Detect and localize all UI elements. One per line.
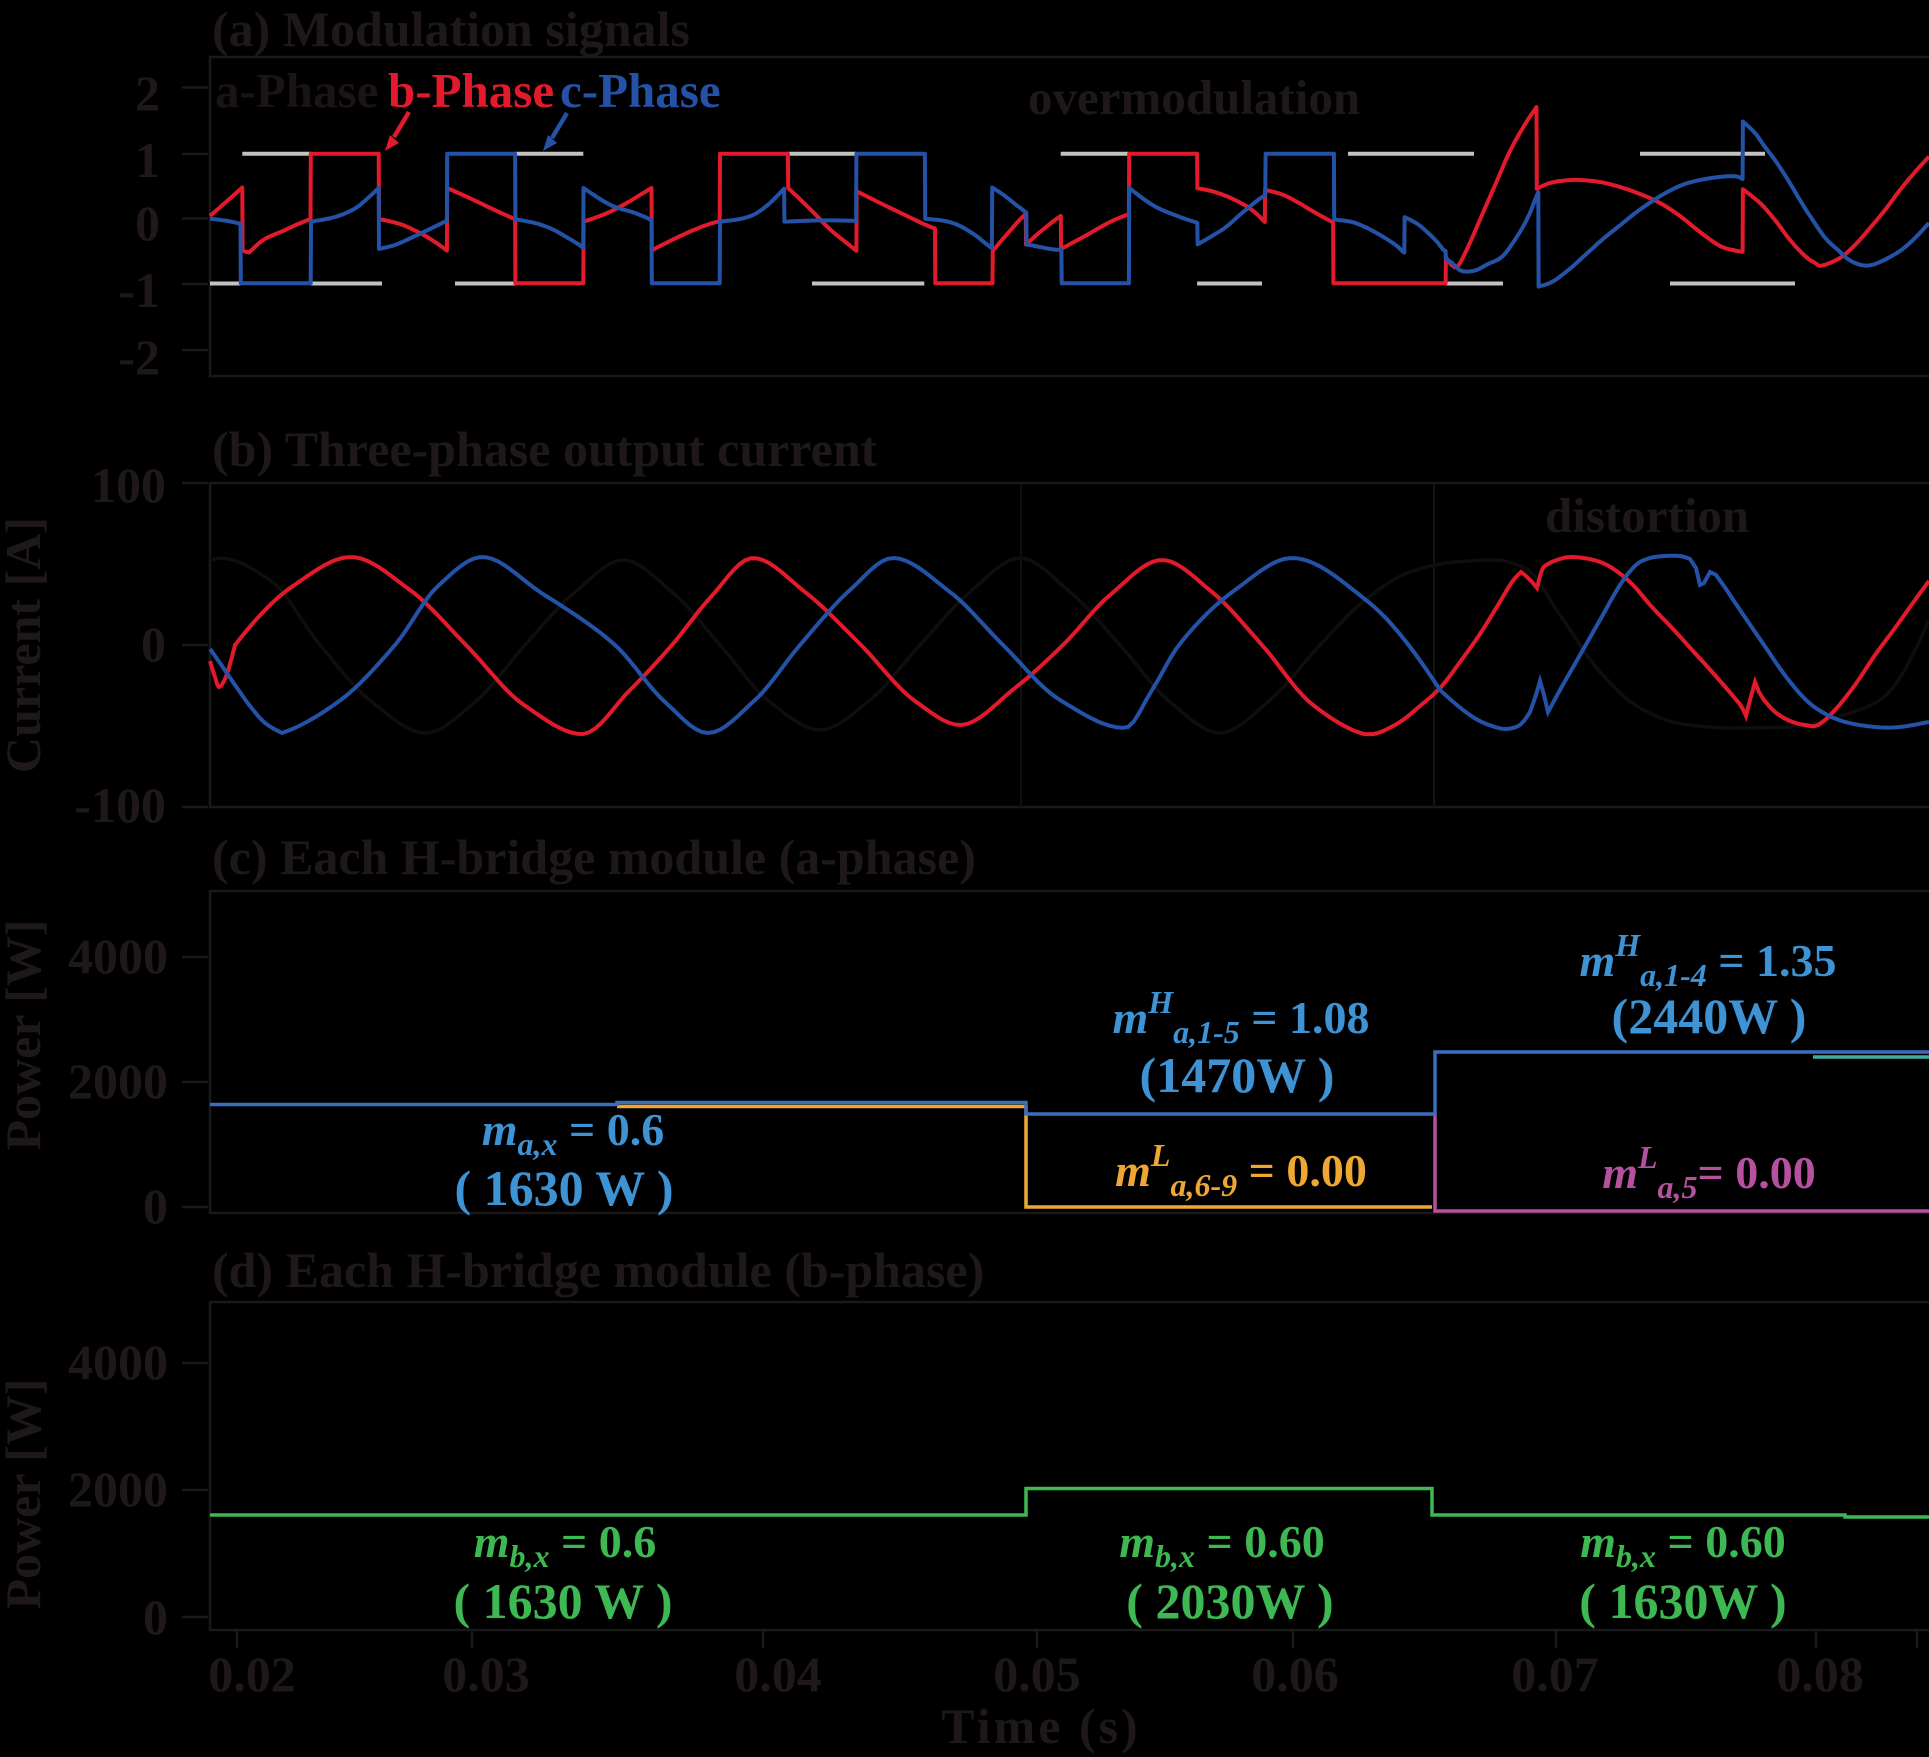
svg-text:mb,x = 0.6: mb,x = 0.6 [474,1516,657,1574]
svg-text:0: 0 [143,1589,168,1645]
svg-text:-2: -2 [118,329,160,385]
svg-text:mb,x = 0.60: mb,x = 0.60 [1580,1516,1786,1574]
svg-text:c-Phase: c-Phase [560,63,721,118]
svg-text:mHa,1-4 = 1.35: mHa,1-4 = 1.35 [1579,927,1836,993]
svg-text:0.07: 0.07 [1511,1646,1599,1702]
svg-text:b-Phase: b-Phase [388,63,554,118]
svg-text:-1: -1 [118,262,160,318]
svg-text:4000: 4000 [68,1334,168,1390]
svg-text:mLa,6-9 = 0.00: mLa,6-9 = 0.00 [1115,1137,1367,1203]
svg-text:0.02: 0.02 [208,1646,296,1702]
svg-text:(d) Each H-bridge module (b-ph: (d) Each H-bridge module (b-phase) [212,1242,984,1298]
svg-text:( 1630W ): ( 1630W ) [1579,1573,1786,1629]
svg-text:0.06: 0.06 [1251,1646,1339,1702]
svg-text:1: 1 [135,132,160,188]
svg-text:(c) Each H-bridge module (a-ph: (c) Each H-bridge module (a-phase) [212,829,976,885]
svg-text:a-Phase: a-Phase [215,63,378,118]
svg-text:overmodulation: overmodulation [1028,70,1360,125]
svg-text:100: 100 [91,457,166,513]
svg-text:2000: 2000 [68,1461,168,1517]
svg-text:0.04: 0.04 [734,1646,822,1702]
svg-text:Power [W]: Power [W] [0,1379,51,1610]
svg-text:( 1630 W ): ( 1630 W ) [454,1573,673,1629]
svg-text:4000: 4000 [68,928,168,984]
svg-text:Power [W]: Power [W] [0,920,51,1151]
svg-text:2000: 2000 [68,1053,168,1109]
svg-text:(b) Three-phase output current: (b) Three-phase output current [212,421,878,477]
svg-text:0: 0 [141,616,166,672]
svg-text:( 1630 W ): ( 1630 W ) [455,1160,674,1216]
svg-text:mLa,5= 0.00: mLa,5= 0.00 [1602,1139,1816,1205]
svg-text:mHa,1-5 = 1.08: mHa,1-5 = 1.08 [1112,984,1369,1050]
svg-text:( 2030W ): ( 2030W ) [1126,1573,1333,1629]
svg-text:0.05: 0.05 [993,1646,1081,1702]
svg-text:0.08: 0.08 [1776,1646,1864,1702]
svg-text:distortion: distortion [1545,488,1749,543]
svg-text:0.03: 0.03 [442,1646,530,1702]
svg-text:Current [A]: Current [A] [0,517,51,773]
svg-text:0: 0 [135,195,160,251]
svg-text:mb,x = 0.60: mb,x = 0.60 [1119,1516,1325,1574]
svg-text:Time (s): Time (s) [941,1698,1140,1754]
svg-text:(a) Modulation signals: (a) Modulation signals [212,1,690,57]
svg-text:ma,x = 0.6: ma,x = 0.6 [482,1104,665,1162]
svg-text:(1470W ): (1470W ) [1140,1047,1335,1103]
svg-text:(2440W ): (2440W ) [1612,988,1807,1044]
svg-text:-100: -100 [74,777,166,833]
svg-text:0: 0 [143,1178,168,1234]
svg-text:2: 2 [135,65,160,121]
